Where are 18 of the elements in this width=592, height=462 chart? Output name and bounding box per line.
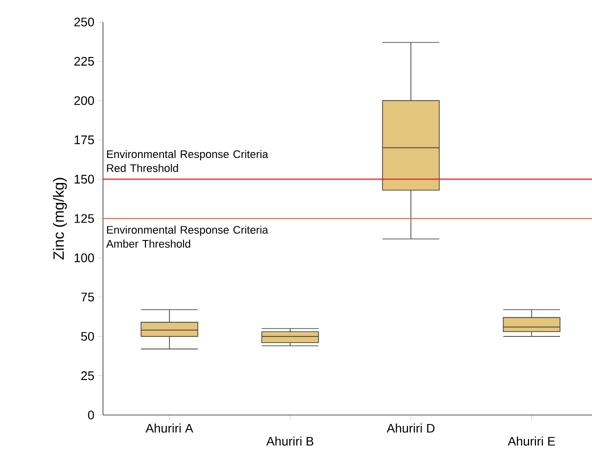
x-tick-label: Ahuriri B bbox=[266, 436, 314, 446]
y-tick-label: 125 bbox=[74, 214, 94, 223]
y-tick-label: 225 bbox=[74, 56, 94, 66]
y-tick-label: 200 bbox=[74, 96, 94, 106]
y-tick-label: 150 bbox=[74, 174, 94, 184]
x-tick-label: Ahuriri E bbox=[508, 436, 555, 446]
y-axis-title: Zinc (mg/kg) bbox=[52, 178, 67, 260]
y-tick-label: 0 bbox=[88, 410, 94, 420]
x-tick-label: Ahuriri A bbox=[146, 424, 194, 433]
y-tick-label: 75 bbox=[81, 292, 94, 302]
y-tick-label: 25 bbox=[81, 371, 94, 380]
y-tick-label: 50 bbox=[81, 332, 94, 341]
x-tick-label: Ahuriri D bbox=[386, 424, 434, 433]
y-tick-label: 250 bbox=[74, 18, 94, 26]
y-tick-label: 100 bbox=[74, 253, 94, 262]
y-tick-label: 175 bbox=[74, 136, 94, 144]
ref-line-label: Environmental Response Criteria Amber Threshold bbox=[106, 226, 268, 248]
ref-line-label: Environmental Response Criteria Red Threshold bbox=[107, 150, 268, 172]
